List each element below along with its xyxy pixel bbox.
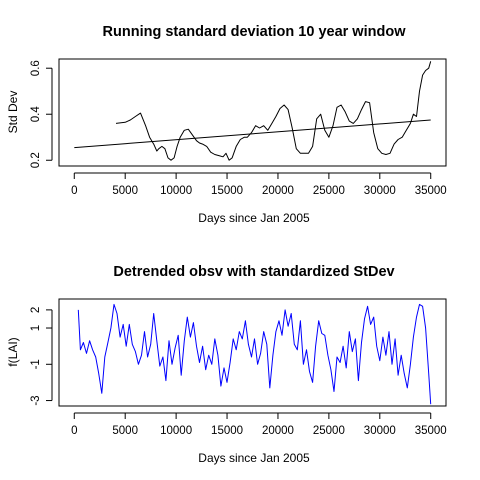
x-tick-label: 30000 [364, 185, 396, 197]
chart-2-y-axis-label: f(LAI) [6, 337, 20, 366]
chart-1-x-axis-label: Days since Jan 2005 [198, 211, 310, 225]
chart-2-y-axis: 2 1 -1 -3 [30, 307, 52, 406]
detrended-series-line [78, 304, 430, 404]
x-tick-label: 10000 [160, 425, 192, 437]
chart-2-series-group [78, 304, 430, 404]
x-tick-label: 20000 [262, 185, 294, 197]
x-tick-label: 35000 [415, 425, 447, 437]
chart-1-title: Running standard deviation 10 year windo… [103, 24, 407, 40]
y-tick-label: -1 [30, 359, 42, 369]
x-tick-label: 25000 [313, 185, 345, 197]
x-tick-label: 0 [71, 185, 77, 197]
chart-1-x-axis: 0 5000 10000 15000 20000 25000 30000 35000 [71, 173, 447, 197]
chart-2-x-axis: 0 5000 10000 15000 20000 25000 30000 35000 [71, 413, 447, 437]
y-tick-label: 2 [30, 307, 42, 313]
x-tick-label: 0 [71, 425, 77, 437]
x-tick-label: 15000 [211, 185, 243, 197]
chart-2-title: Detrended obsv with standardized StDev [113, 264, 394, 280]
chart-1-series-group [74, 61, 430, 160]
y-tick-label: 0.6 [30, 60, 42, 76]
x-tick-label: 10000 [160, 185, 192, 197]
y-tick-label: 0.4 [30, 106, 42, 123]
y-tick-label: 1 [30, 325, 42, 331]
chart-1-plot-frame [59, 59, 446, 166]
chart-1-y-axis-label: Std Dev [6, 91, 20, 134]
x-tick-label: 20000 [262, 425, 294, 437]
x-tick-label: 15000 [211, 425, 243, 437]
y-tick-label: 0.2 [30, 152, 42, 168]
x-tick-label: 5000 [112, 185, 138, 197]
x-tick-label: 35000 [415, 185, 447, 197]
x-tick-label: 25000 [313, 425, 345, 437]
chart-2-x-axis-label: Days since Jan 2005 [198, 451, 310, 465]
y-tick-label: -3 [30, 395, 42, 405]
trend-line [74, 120, 430, 148]
running-sd-line [116, 61, 431, 160]
x-tick-label: 30000 [364, 425, 396, 437]
panel-detrended: Detrended obsv with standardized StDev 0… [6, 264, 447, 465]
chart-1-y-axis: 0.2 0.4 0.6 [30, 60, 52, 168]
x-tick-label: 5000 [112, 425, 138, 437]
panel-running-sd: Running standard deviation 10 year windo… [6, 24, 447, 225]
